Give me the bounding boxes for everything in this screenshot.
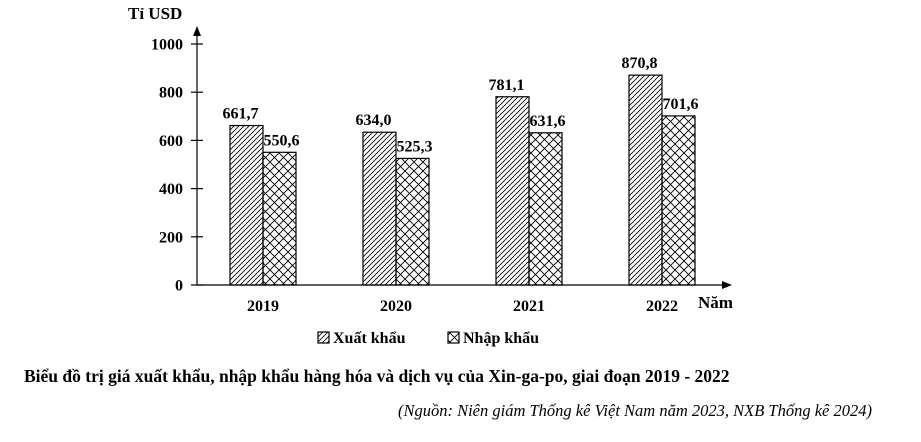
bar-import-2022 (661, 115, 696, 286)
data-label: 661,7 (223, 106, 259, 123)
bar-export-2020 (362, 131, 397, 286)
legend: Xuất khẩu Nhập khẩu (317, 330, 539, 347)
chart-title: Biểu đồ trị giá xuất khẩu, nhập khẩu hàn… (24, 366, 730, 386)
x-axis-arrow (722, 281, 732, 289)
data-label: 550,6 (264, 132, 300, 149)
x-tick-label-2021: 2021 (513, 298, 545, 315)
legend-swatch-0 (317, 331, 330, 344)
data-label: 701,6 (663, 96, 699, 113)
bar-import-2021 (528, 132, 563, 286)
data-label: 781,1 (489, 77, 525, 94)
chart: Tỉ USD Năm 0 200 400 600 800 1000 661,7 550,6 201… (128, 4, 733, 347)
y-tick-label: 0 (175, 278, 183, 295)
y-axis-label: Tỉ USD (128, 4, 182, 23)
bar-import-2020 (395, 157, 430, 286)
data-label: 631,6 (530, 113, 566, 130)
x-tick-label-2019: 2019 (247, 298, 279, 315)
data-label: 870,8 (622, 55, 658, 72)
legend-label-0: Xuất khẩu (333, 330, 406, 347)
labels: 661,7 550,6 2019 634,0 525,3 2020 781,1 631,6 20… (223, 55, 699, 315)
y-tick-label: 600 (159, 133, 183, 150)
legend-swatch-1 (447, 331, 460, 344)
y-tick-label: 800 (159, 85, 183, 102)
chart-source: (Nguồn: Niên giám Thống kê Việt Nam năm … (397, 401, 872, 420)
x-tick-label-2022: 2022 (646, 298, 678, 315)
y-axis-arrow (193, 26, 201, 36)
x-tick-label-2020: 2020 (380, 298, 412, 315)
bars (229, 74, 696, 286)
axes: Tỉ USD Năm 0 200 400 600 800 1000 (128, 4, 733, 312)
bar-export-2021 (495, 96, 530, 286)
y-tick-label: 400 (159, 181, 183, 198)
bar-export-2022 (628, 74, 663, 286)
legend-label-1: Nhập khẩu (463, 330, 539, 347)
bar-export-2019 (229, 124, 264, 286)
x-axis-label: Năm (698, 293, 733, 312)
bar-import-2019 (262, 151, 297, 286)
data-label: 634,0 (356, 112, 392, 129)
y-tick-label: 1000 (151, 37, 183, 54)
data-label: 525,3 (397, 138, 433, 155)
y-tick-label: 200 (159, 229, 183, 246)
